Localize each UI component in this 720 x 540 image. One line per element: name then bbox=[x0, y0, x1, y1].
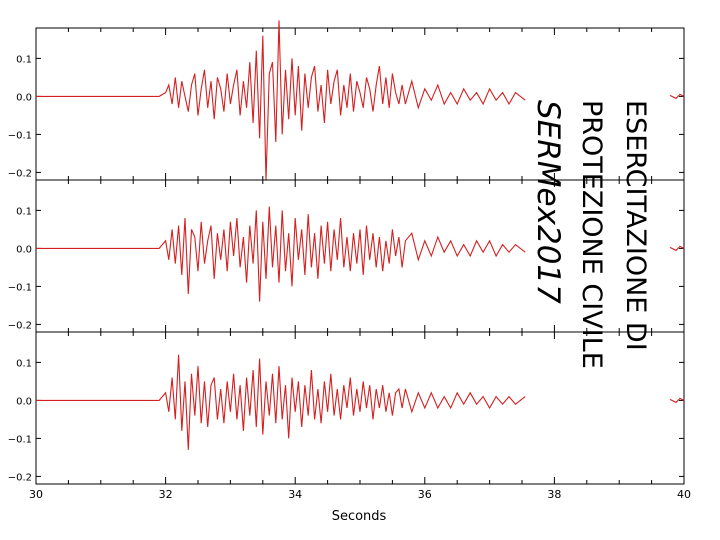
y-tick-label: −0.2 bbox=[8, 168, 32, 179]
x-tick-label: 34 bbox=[288, 488, 302, 501]
waveform-trace bbox=[36, 206, 526, 302]
panel-2: 0.1 0.0 −0.1 −0.2 bbox=[8, 179, 685, 333]
y-tick-label: 0.0 bbox=[16, 396, 32, 407]
overlay-title-line2: PROTEZIONE CIVILE bbox=[576, 100, 607, 369]
waveform-tail bbox=[669, 397, 685, 404]
x-axis-ticks: 30 32 34 36 38 40 bbox=[29, 488, 691, 501]
waveform-trace bbox=[36, 20, 526, 181]
x-tick-label: 40 bbox=[677, 488, 691, 501]
waveform-tail bbox=[669, 93, 685, 100]
y-tick-label: −0.1 bbox=[8, 130, 32, 141]
y-tick-label: −0.1 bbox=[8, 434, 32, 445]
chart-panels: 0.1 0.0 −0.1 −0.2 0.1 0.0 −0.1 −0.2 0.1 0.0 −0.1 −0… bbox=[8, 20, 685, 485]
y-tick-label: 0.1 bbox=[16, 358, 32, 369]
y-tick-label: 0.0 bbox=[16, 244, 32, 255]
y-tick-label: 0.0 bbox=[16, 92, 32, 103]
y-tick-label: 0.1 bbox=[16, 54, 32, 65]
panel-3: 0.1 0.0 −0.1 −0.2 bbox=[8, 331, 685, 485]
y-tick-label: −0.1 bbox=[8, 282, 32, 293]
overlay-title-line1: ESERCITAZIONE DI bbox=[620, 100, 651, 351]
x-tick-label: 32 bbox=[159, 488, 173, 501]
waveform-trace bbox=[36, 354, 526, 450]
y-tick-label: −0.2 bbox=[8, 320, 32, 331]
overlay-title-line3: SERMex2017 bbox=[530, 100, 566, 304]
x-tick-label: 38 bbox=[547, 488, 561, 501]
x-axis-label: Seconds bbox=[332, 509, 387, 524]
y-tick-label: 0.1 bbox=[16, 206, 32, 217]
waveform-tail bbox=[669, 245, 685, 252]
y-tick-label: −0.2 bbox=[8, 472, 32, 483]
x-tick-label: 30 bbox=[29, 488, 43, 501]
x-tick-label: 36 bbox=[418, 488, 432, 501]
